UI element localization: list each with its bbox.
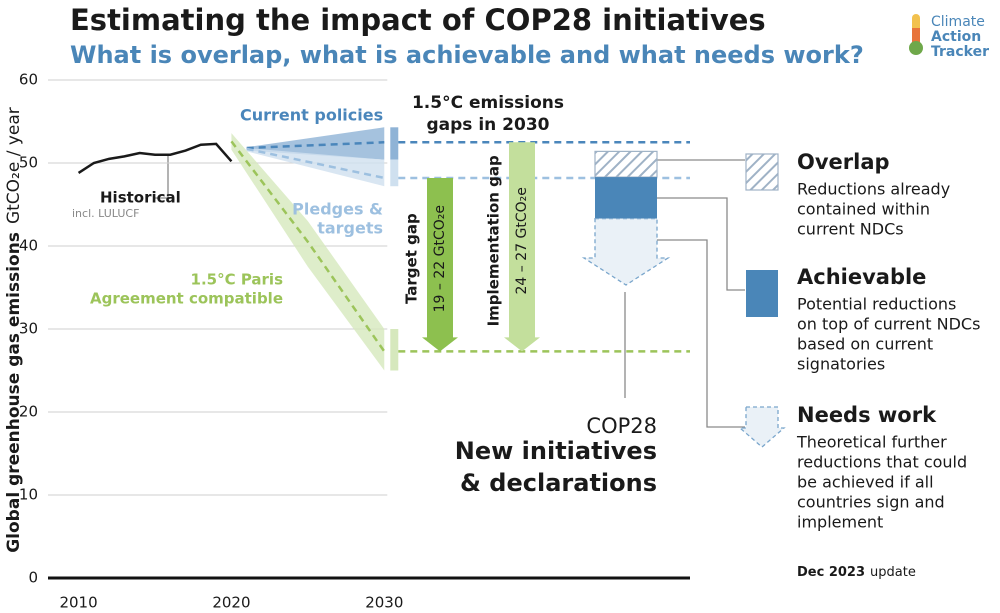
series-label: Pledges & — [292, 200, 383, 219]
series-line — [77, 142, 233, 175]
legend-description: Theoretical further — [796, 433, 947, 452]
range-end-bar — [390, 329, 399, 371]
legend-description: reductions that could — [797, 453, 967, 472]
series-line — [246, 141, 385, 150]
legend-description: implement — [797, 513, 883, 532]
series-note: incl. LULUCF — [72, 207, 139, 220]
legend-title: Needs work — [797, 403, 937, 427]
connectors — [155, 156, 745, 428]
range-end-bar — [390, 127, 399, 160]
legend-title: Overlap — [797, 150, 890, 174]
chart-subtitle: What is overlap, what is achievable and … — [70, 41, 864, 69]
legend-description: current NDCs — [797, 220, 904, 239]
series-label: Agreement compatible — [90, 290, 283, 308]
y-tick-label: 50 — [19, 154, 38, 172]
legend-description: on top of current NDCs — [797, 315, 980, 334]
logo-text: Tracker — [931, 44, 989, 60]
cop28-title: New initiatives — [455, 437, 657, 465]
gap-name: Target gap — [403, 213, 421, 304]
y-tick-label: 60 — [19, 71, 38, 89]
x-tick-label: 2020 — [212, 594, 250, 612]
logo-text: Action — [931, 29, 981, 45]
series-label: targets — [317, 219, 383, 238]
chart-title: Estimating the impact of COP28 initiativ… — [70, 3, 766, 37]
gap-range: 24 – 27 GtCO₂e — [514, 187, 530, 294]
legend-description: be achieved if all — [797, 473, 934, 492]
y-tick-label: 0 — [28, 569, 38, 587]
x-tick-label: 2010 — [59, 594, 97, 612]
legend-description: based on current — [797, 335, 933, 354]
series-line — [230, 140, 386, 353]
gap-name: Implementation gap — [485, 155, 503, 326]
gap-arrow — [504, 142, 540, 352]
range-band — [246, 148, 385, 187]
y-tick-label: 20 — [19, 403, 38, 421]
y-axis-label: Global greenhouse gas emissions GtCO₂e / … — [4, 107, 24, 553]
gaps-title: 1.5°C emissions — [412, 93, 564, 113]
gap-arrow — [422, 177, 458, 352]
y-tick-label: 30 — [19, 320, 38, 338]
series-label: Historical — [100, 189, 181, 207]
footer-date: Dec 2023 — [797, 565, 865, 580]
legend-title: Achievable — [797, 265, 926, 289]
footer: Dec 2023 update — [797, 565, 916, 580]
range-end-bar — [390, 159, 399, 187]
y-tick-label: 40 — [19, 237, 38, 255]
x-tick-label: 2030 — [365, 594, 403, 612]
legend-swatch — [738, 406, 786, 448]
series-label: Current policies — [240, 106, 383, 125]
legend-swatch — [746, 270, 778, 317]
legend-swatch — [745, 153, 779, 191]
footer-text: update — [870, 565, 916, 580]
y-axis-unit: GtCO₂e / year — [4, 107, 24, 224]
gaps-title: gaps in 2030 — [426, 115, 549, 135]
legend-description: contained within — [797, 200, 930, 219]
y-axis-title: Global greenhouse gas emissions — [4, 232, 24, 553]
cop28-segment — [581, 217, 671, 286]
series-label: 1.5°C Paris — [191, 271, 284, 289]
cop28-segment — [594, 150, 658, 178]
legend-description: signatories — [797, 355, 885, 374]
legend-description: Reductions already — [797, 180, 950, 199]
cop28-label: COP28 — [586, 414, 657, 438]
logo-icon — [909, 14, 923, 55]
cop28-title: & declarations — [460, 469, 657, 497]
gap-range: 19 – 22 GtCO₂e — [432, 205, 448, 312]
cop28-segment — [595, 177, 657, 219]
legend-description: Potential reductions — [797, 295, 956, 314]
logo-text: Climate — [931, 14, 985, 30]
legend-description: countries sign and — [797, 493, 945, 512]
y-tick-label: 10 — [19, 486, 38, 504]
